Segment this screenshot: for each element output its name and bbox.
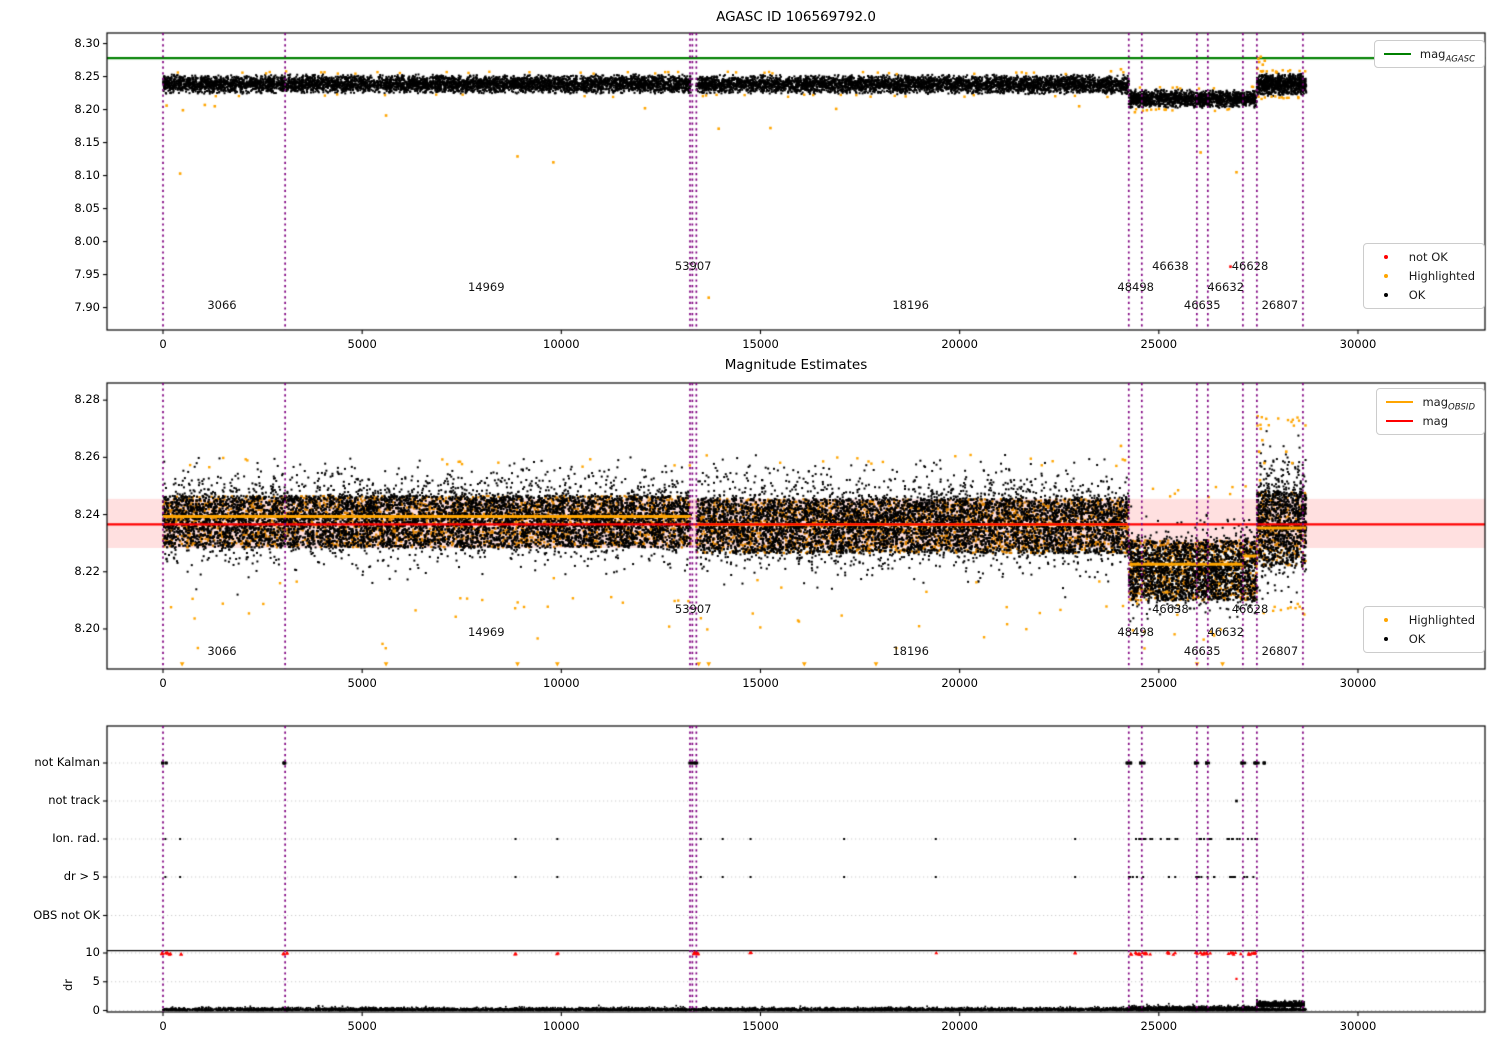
category-label: OBS not OK [33, 907, 100, 922]
x-tick-label: 15000 [742, 676, 779, 690]
obsid-annotation: 46635 [1183, 644, 1221, 658]
orange-dot-swatch [1373, 273, 1400, 279]
obsid-annotation: 18196 [892, 298, 929, 312]
x-tick-label: 10000 [543, 676, 580, 690]
x-tick-label: 5000 [347, 337, 377, 351]
obsid-annotation: 46635 [1183, 298, 1221, 312]
obsid-annotation: 46628 [1231, 259, 1269, 273]
obsid-annotation: 26807 [1261, 298, 1299, 312]
x-tick-label: 30000 [1339, 1019, 1377, 1033]
legend-label: magOBSID [1422, 395, 1475, 413]
x-tick-label: 15000 [742, 337, 779, 351]
legend-label: OK [1408, 632, 1426, 646]
legend-entry-not-ok: not OK [1373, 250, 1475, 264]
legend-label: magAGASC [1419, 47, 1475, 65]
legend-entry-mag-obsid: magOBSID [1386, 395, 1475, 413]
x-tick-label: 20000 [941, 337, 978, 351]
obsid-annotation: 53907 [674, 602, 712, 616]
x-tick-label: 10000 [543, 337, 580, 351]
green-line-swatch [1383, 53, 1411, 55]
legend-mid-status: Highlighted OK [1362, 606, 1485, 653]
category-label: not track [48, 793, 100, 807]
dr-tick-label: 10 [85, 945, 100, 959]
x-tick-label: 25000 [1140, 337, 1178, 351]
obsid-annotation: 14969 [467, 625, 505, 639]
x-tick-label: 0 [159, 676, 167, 690]
x-tick-label: 30000 [1339, 676, 1377, 690]
y-tick-label: 8.15 [74, 134, 100, 149]
obsid-annotation: 46632 [1207, 280, 1245, 294]
x-tick-label: 0 [159, 337, 167, 351]
legend-top-status: not OK Highlighted OK [1362, 243, 1485, 309]
x-tick-label: 0 [159, 1019, 167, 1033]
y-tick-label: 8.30 [74, 35, 100, 50]
legend-label: Highlighted [1408, 269, 1475, 283]
obsid-annotation: 46638 [1152, 602, 1189, 616]
y-tick-label: 8.20 [74, 620, 100, 635]
legend-entry-mag-agasc: magAGASC [1383, 47, 1475, 65]
dr-tick-label: 0 [92, 1002, 100, 1017]
legend-entry-mag: mag [1386, 414, 1475, 428]
red-line-swatch [1386, 420, 1414, 422]
legend-entry-ok: OK [1373, 632, 1475, 646]
obsid-annotation: 46632 [1207, 625, 1245, 639]
obsid-annotation: 14969 [467, 280, 505, 294]
category-label: Ion. rad. [52, 831, 100, 845]
orange-dot-swatch [1373, 617, 1400, 623]
obsid-annotation: 48498 [1117, 280, 1154, 294]
y-tick-label: 8.05 [74, 200, 100, 215]
legend-entry-ok: OK [1373, 288, 1475, 302]
category-label: dr > 5 [63, 869, 100, 883]
obsid-annotation: 48498 [1117, 625, 1154, 639]
y-tick-label: 8.22 [74, 563, 100, 578]
black-dot-swatch [1373, 292, 1400, 298]
obsid-annotation: 26807 [1261, 644, 1299, 658]
x-tick-label: 25000 [1140, 676, 1178, 690]
orange-line-swatch [1386, 401, 1414, 403]
x-tick-label: 30000 [1339, 337, 1377, 351]
y-tick-label: 8.00 [74, 233, 100, 248]
legend-mag-lines: magOBSID mag [1376, 388, 1485, 435]
obsid-annotation: 18196 [892, 644, 929, 658]
legend-label: not OK [1408, 250, 1448, 264]
legend-mag-agasc: magAGASC [1373, 40, 1485, 68]
y-tick-label: 8.25 [74, 68, 100, 83]
y-tick-label: 8.20 [74, 101, 100, 116]
black-dot-swatch [1373, 636, 1400, 642]
obsid-annotation: 3066 [207, 644, 237, 658]
legend-entry-highlighted: Highlighted [1373, 269, 1475, 283]
x-tick-label: 25000 [1140, 1019, 1178, 1033]
legend-label: mag [1422, 414, 1449, 428]
x-tick-label: 5000 [347, 1019, 377, 1033]
obsid-annotation: 46638 [1152, 259, 1189, 273]
category-label: not Kalman [34, 755, 100, 769]
x-tick-label: 5000 [347, 676, 377, 690]
x-tick-label: 20000 [941, 676, 978, 690]
y-tick-label: 8.10 [74, 167, 100, 182]
y-tick-label: 7.95 [74, 266, 100, 281]
x-tick-label: 20000 [941, 1019, 978, 1033]
dr-axis-label: dr [61, 978, 75, 991]
plot2-title: Magnitude Estimates [724, 357, 868, 373]
obsid-annotation: 53907 [674, 259, 712, 273]
obsid-annotation: 3066 [207, 298, 237, 312]
legend-label: OK [1408, 288, 1426, 302]
y-tick-label: 8.28 [74, 392, 100, 407]
obsid-annotation: 46628 [1231, 602, 1269, 616]
x-tick-label: 15000 [742, 1019, 779, 1033]
legend-label: Highlighted [1408, 613, 1475, 627]
dr-tick-label: 5 [92, 973, 100, 988]
red-dot-swatch [1373, 254, 1400, 260]
plot1-title: AGASC ID 106569792.0 [716, 9, 876, 25]
y-tick-label: 8.26 [74, 449, 100, 464]
y-tick-label: 7.90 [74, 299, 100, 314]
x-tick-label: 10000 [543, 1019, 580, 1033]
y-tick-label: 8.24 [74, 506, 100, 521]
legend-entry-highlighted: Highlighted [1373, 613, 1475, 627]
